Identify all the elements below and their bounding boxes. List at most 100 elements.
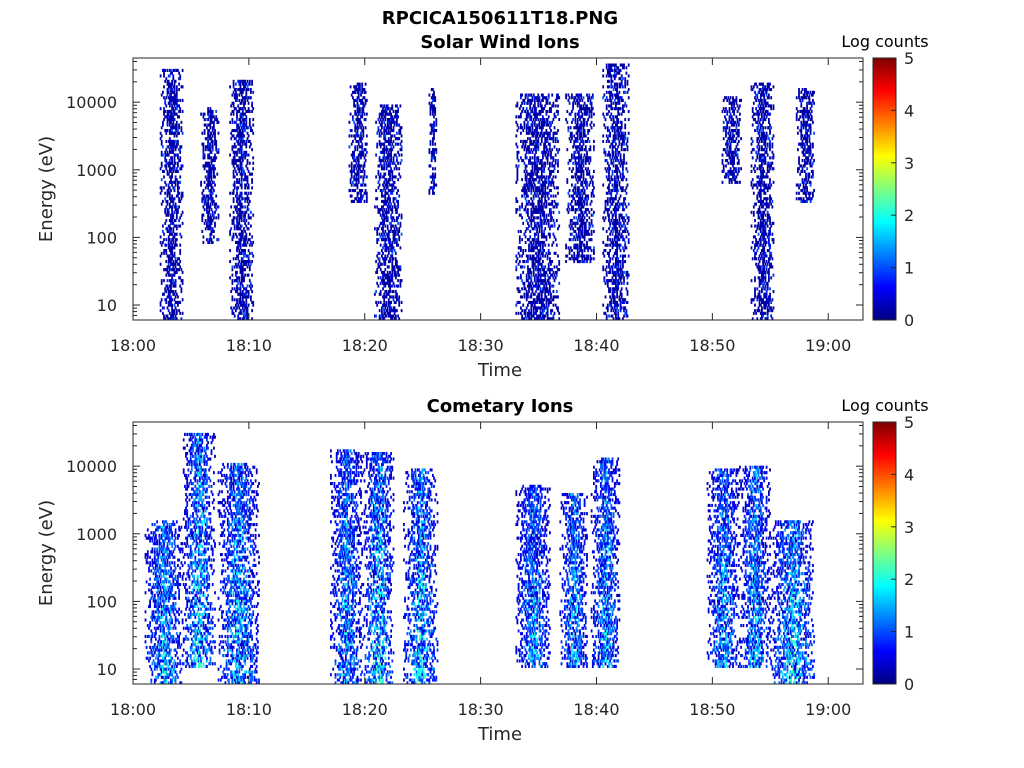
pixel bbox=[530, 276, 532, 279]
pixel bbox=[557, 186, 559, 189]
pixel bbox=[433, 94, 435, 97]
pixel bbox=[211, 118, 213, 121]
pixel bbox=[533, 260, 535, 263]
pixel bbox=[609, 225, 611, 228]
pixel bbox=[517, 167, 519, 170]
pixel bbox=[361, 83, 363, 86]
pixel bbox=[249, 244, 251, 247]
pixel bbox=[178, 197, 180, 200]
pixel bbox=[573, 216, 575, 219]
pixel bbox=[215, 110, 217, 113]
pixel bbox=[578, 145, 580, 148]
pixel bbox=[535, 274, 537, 277]
pixel bbox=[233, 189, 235, 192]
pixel bbox=[607, 235, 609, 238]
pixel bbox=[353, 167, 355, 170]
pixel bbox=[174, 274, 176, 277]
pixel bbox=[519, 208, 521, 211]
pixel bbox=[354, 164, 356, 167]
pixel bbox=[572, 238, 574, 241]
pixel bbox=[388, 233, 390, 236]
pixel bbox=[389, 304, 391, 307]
pixel bbox=[251, 186, 253, 189]
pixel bbox=[558, 148, 560, 151]
pixel bbox=[529, 104, 531, 107]
pixel bbox=[206, 238, 208, 241]
pixel bbox=[515, 211, 517, 214]
pixel bbox=[357, 145, 359, 148]
pixel bbox=[177, 208, 179, 211]
pixel bbox=[162, 121, 164, 124]
pixel bbox=[553, 276, 555, 279]
pixel bbox=[547, 309, 549, 312]
pixel bbox=[175, 132, 177, 135]
pixel bbox=[172, 260, 174, 263]
pixel bbox=[583, 205, 585, 208]
pixel bbox=[237, 164, 239, 167]
pixel bbox=[613, 309, 615, 312]
pixel bbox=[389, 271, 391, 274]
pixel bbox=[250, 88, 252, 91]
pixel bbox=[165, 301, 167, 304]
pixel bbox=[252, 167, 254, 170]
pixel bbox=[240, 129, 242, 132]
pixel bbox=[547, 121, 549, 124]
pixel bbox=[351, 134, 353, 137]
pixel bbox=[251, 235, 253, 238]
pixel bbox=[167, 285, 169, 288]
pixel bbox=[383, 175, 385, 178]
pixel bbox=[383, 301, 385, 304]
pixel bbox=[583, 214, 585, 217]
pixel bbox=[580, 164, 582, 167]
pixel bbox=[398, 274, 400, 277]
pixel bbox=[237, 186, 239, 189]
pixel bbox=[398, 124, 400, 127]
pixel bbox=[241, 186, 243, 189]
pixel bbox=[554, 235, 556, 238]
pixel bbox=[539, 186, 541, 189]
pixel bbox=[431, 181, 433, 184]
pixel bbox=[521, 205, 523, 208]
pixel bbox=[602, 85, 604, 88]
pixel bbox=[218, 151, 220, 154]
pixel bbox=[248, 227, 250, 230]
pixel bbox=[247, 167, 249, 170]
pixel bbox=[569, 195, 571, 198]
pixel bbox=[161, 189, 163, 192]
pixel bbox=[528, 145, 530, 148]
pixel bbox=[386, 295, 388, 298]
pixel bbox=[241, 216, 243, 219]
pixel bbox=[566, 181, 568, 184]
pixel bbox=[608, 164, 610, 167]
pixel bbox=[161, 252, 163, 255]
pixel bbox=[211, 178, 213, 181]
pixel bbox=[248, 126, 250, 129]
pixel bbox=[434, 99, 436, 102]
pixel bbox=[161, 282, 163, 285]
pixel bbox=[248, 88, 250, 91]
pixel bbox=[380, 162, 382, 165]
pixel bbox=[551, 94, 553, 97]
pixel bbox=[606, 91, 608, 94]
pixel bbox=[397, 271, 399, 274]
pixel bbox=[522, 129, 524, 132]
pixel bbox=[535, 257, 537, 260]
pixel bbox=[578, 189, 580, 192]
pixel bbox=[526, 274, 528, 277]
pixel bbox=[390, 301, 392, 304]
pixel bbox=[252, 162, 254, 165]
pixel bbox=[161, 244, 163, 247]
pixel bbox=[391, 249, 393, 252]
pixel bbox=[433, 121, 435, 124]
pixel bbox=[378, 276, 380, 279]
pixel bbox=[242, 257, 244, 260]
pixel bbox=[577, 222, 579, 225]
pixel bbox=[534, 170, 536, 173]
pixel bbox=[547, 274, 549, 277]
pixel bbox=[398, 137, 400, 140]
pixel bbox=[378, 227, 380, 230]
pixel bbox=[557, 203, 559, 206]
pixel bbox=[537, 102, 539, 105]
pixel bbox=[571, 96, 573, 99]
pixel bbox=[160, 304, 162, 307]
